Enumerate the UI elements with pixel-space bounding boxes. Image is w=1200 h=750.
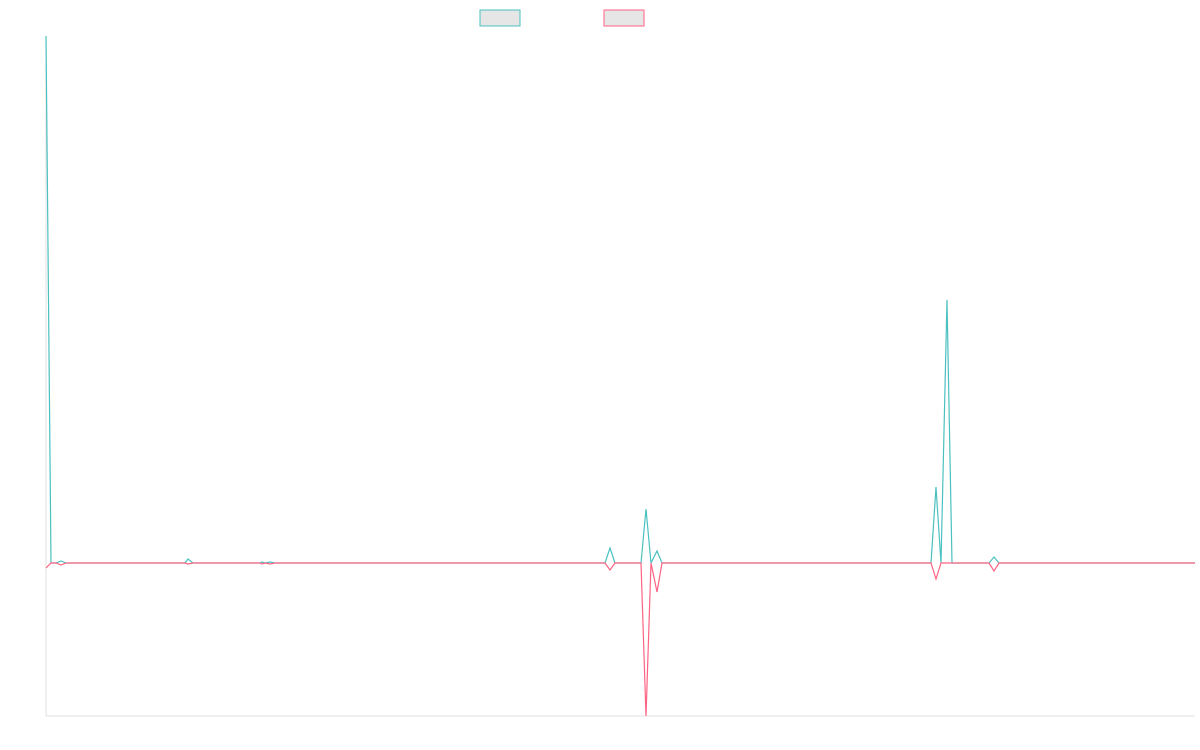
legend-swatch[interactable] xyxy=(603,9,645,27)
data-line xyxy=(45,562,1195,717)
data-line xyxy=(45,35,1195,566)
legend-swatch[interactable] xyxy=(479,9,521,27)
